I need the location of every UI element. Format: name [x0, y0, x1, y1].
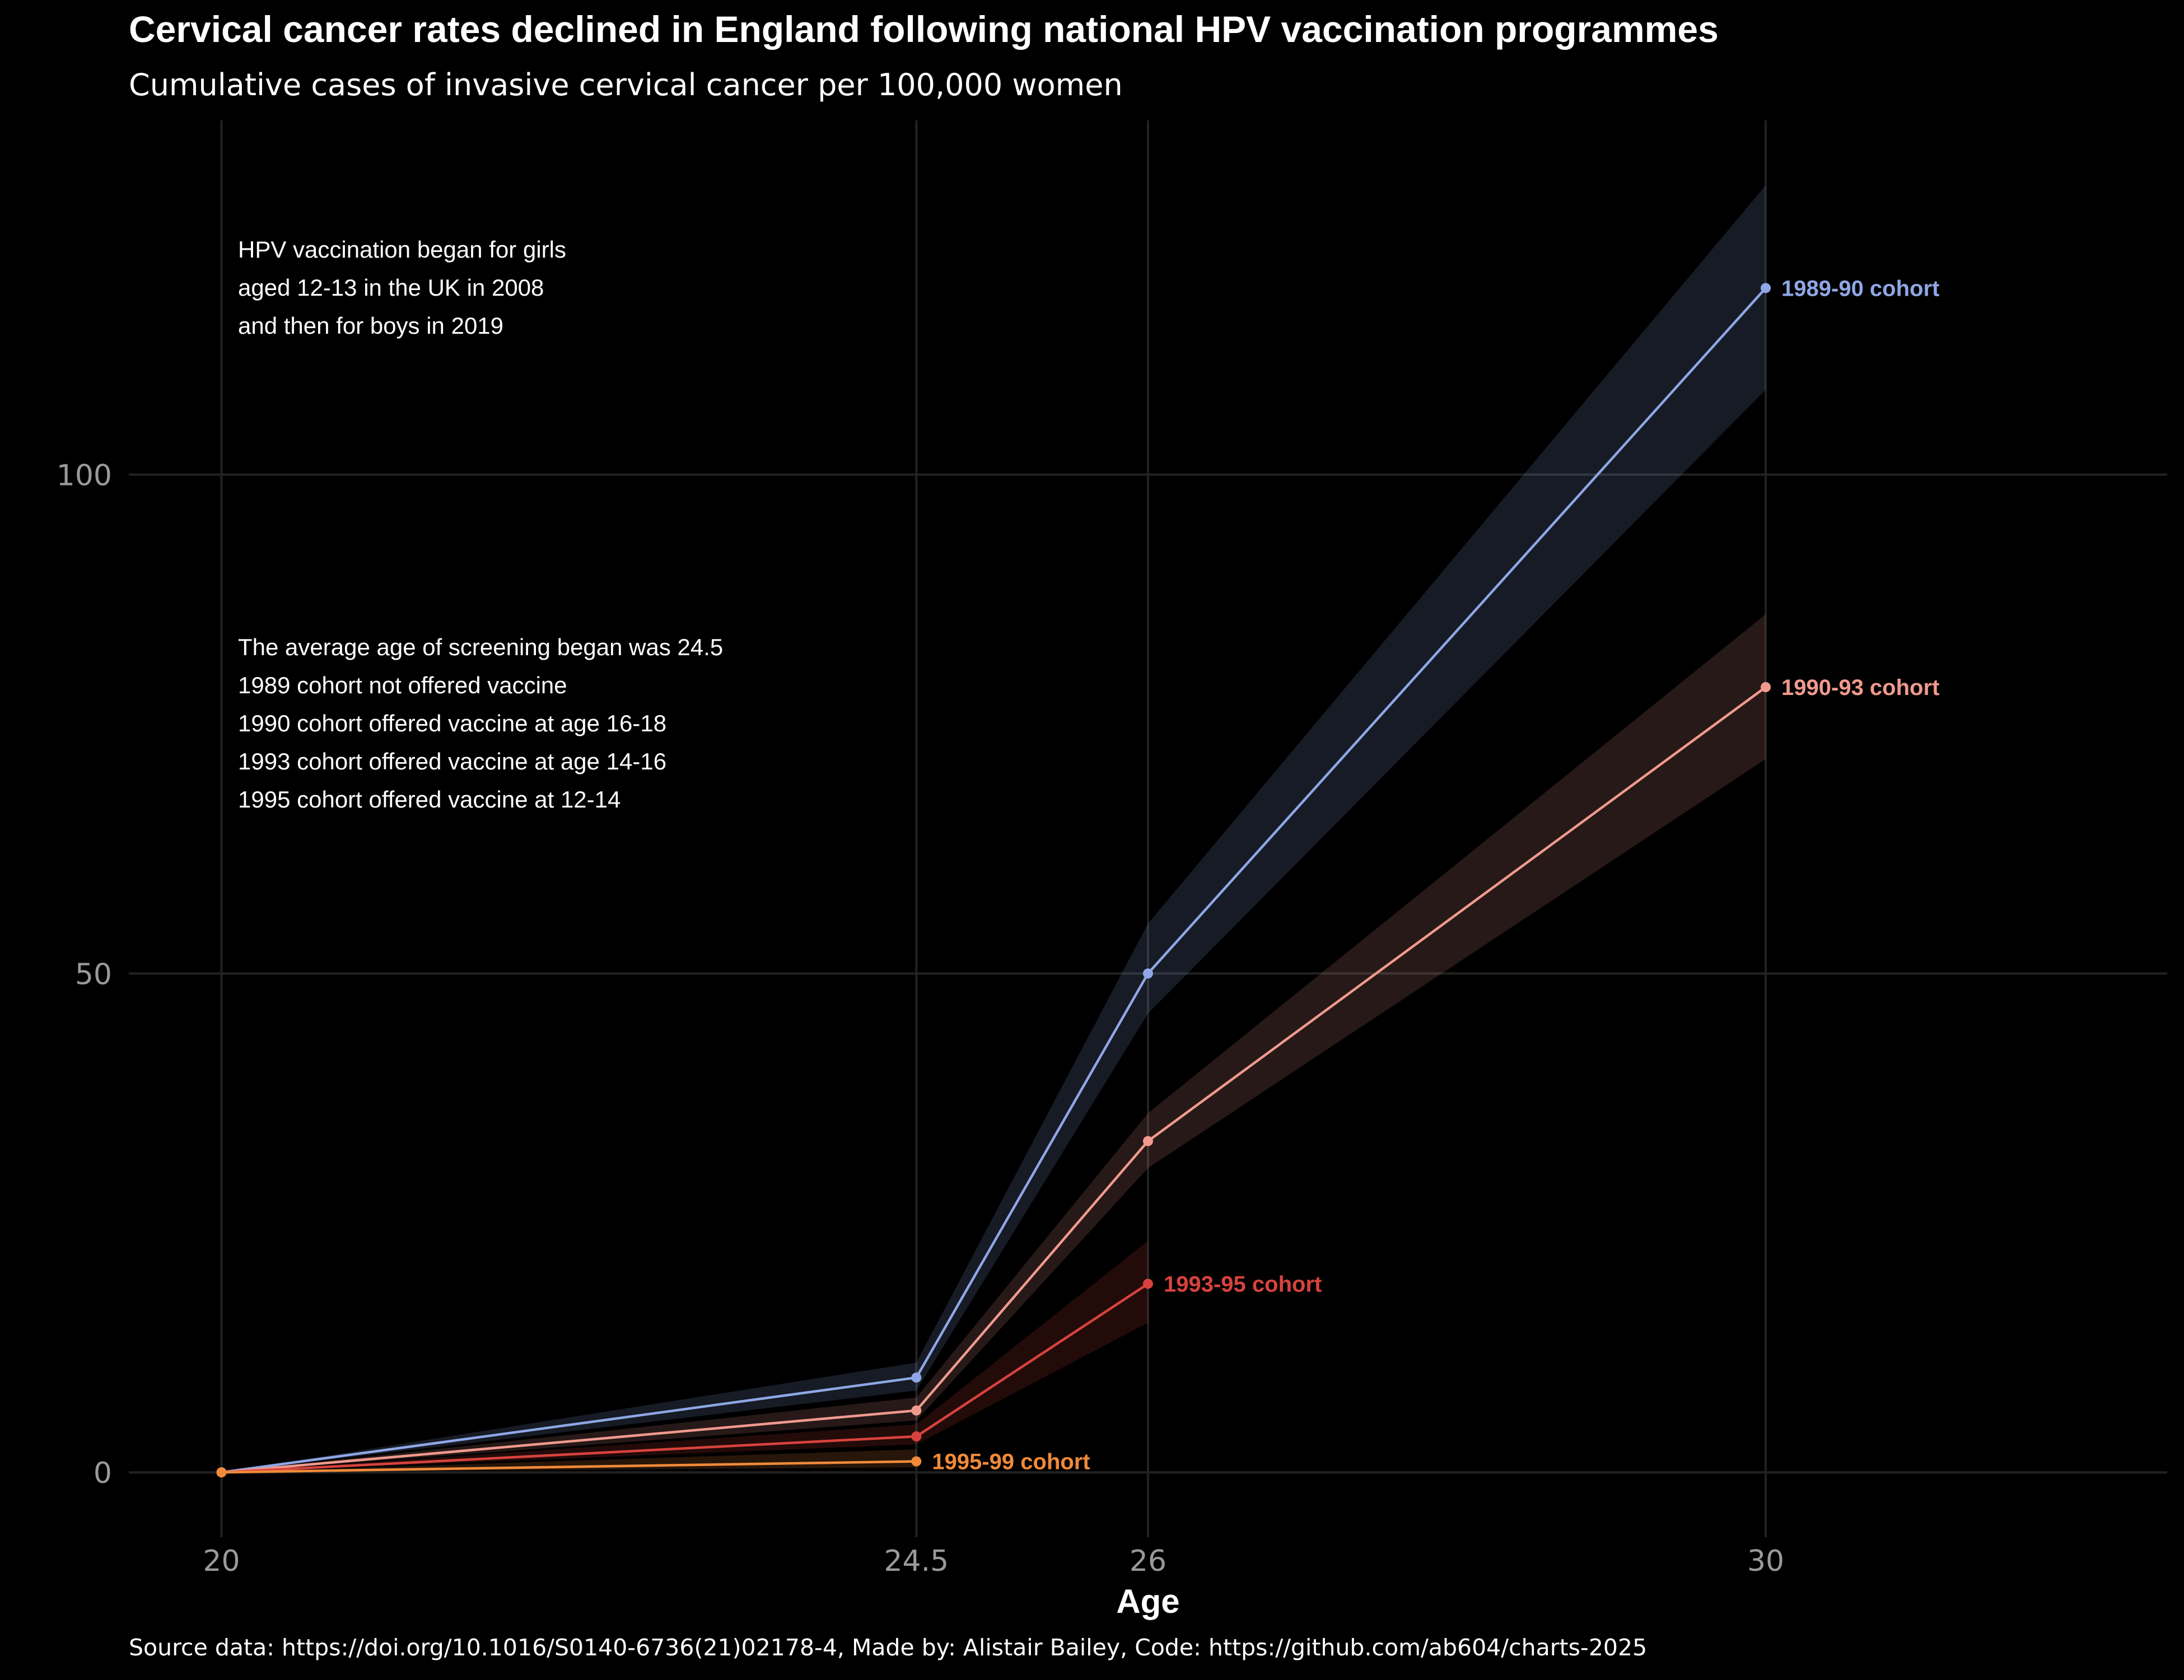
x-tick-label: 26: [1130, 1544, 1166, 1578]
series-label: 1993-95 cohort: [1164, 1272, 1322, 1296]
source-caption: Source data: https://doi.org/10.1016/S01…: [129, 1634, 1648, 1661]
confidence-bands: [221, 185, 1766, 1473]
grid-lines: [129, 120, 2167, 1537]
data-point: [911, 1456, 922, 1467]
data-point: [911, 1405, 922, 1416]
y-tick-label: 0: [94, 1457, 112, 1490]
series-label: 1989-90 cohort: [1781, 276, 1939, 301]
annotation-line: 1995 cohort offered vaccine at 12-14: [238, 786, 620, 813]
data-point: [911, 1372, 922, 1383]
x-tick-label: 30: [1747, 1544, 1784, 1578]
annotation-line: 1989 cohort not offered vaccine: [238, 672, 567, 698]
data-point: [1761, 283, 1771, 293]
series-label: 1995-99 cohort: [932, 1450, 1090, 1474]
y-tick-label: 100: [57, 459, 112, 493]
data-point: [1761, 682, 1771, 692]
data-point: [1143, 1278, 1153, 1289]
series-points: [216, 283, 1771, 1478]
x-tick-label: 24.5: [884, 1544, 949, 1578]
series-line: [221, 1460, 917, 1474]
x-axis-label: Age: [1116, 1583, 1179, 1620]
series-line: [221, 686, 1767, 1474]
annotation-line: HPV vaccination began for girls: [238, 236, 566, 263]
series-line: [221, 287, 1767, 1474]
y-tick-label: 50: [75, 958, 112, 991]
confidence-band: [221, 614, 1766, 1473]
data-point: [911, 1431, 922, 1442]
series-labels: 1989-90 cohort 1990-93 cohort 1993-95 coho…: [932, 276, 1939, 1474]
data-point: [1143, 1136, 1153, 1146]
annotation-line: The average age of screening began was 2…: [238, 634, 723, 660]
annotation-line: and then for boys in 2019: [238, 312, 503, 339]
data-point: [216, 1467, 227, 1478]
annotation-line: aged 12-13 in the UK in 2008: [238, 274, 544, 301]
annotations: HPV vaccination began for girls aged 12-1…: [238, 236, 723, 813]
data-point: [1143, 968, 1153, 979]
chart-subtitle: Cumulative cases of invasive cervical ca…: [129, 67, 1123, 102]
axis-ticks: 20 24.5 26 30 0 50 100: [57, 459, 1784, 1579]
annotation-line: 1993 cohort offered vaccine at age 14-16: [238, 748, 666, 774]
chart-title: Cervical cancer rates declined in Englan…: [129, 8, 1719, 50]
x-tick-label: 20: [203, 1544, 240, 1578]
annotation-line: 1990 cohort offered vaccine at age 16-18: [238, 710, 666, 736]
confidence-band: [221, 1449, 917, 1473]
series-label: 1990-93 cohort: [1781, 675, 1939, 700]
